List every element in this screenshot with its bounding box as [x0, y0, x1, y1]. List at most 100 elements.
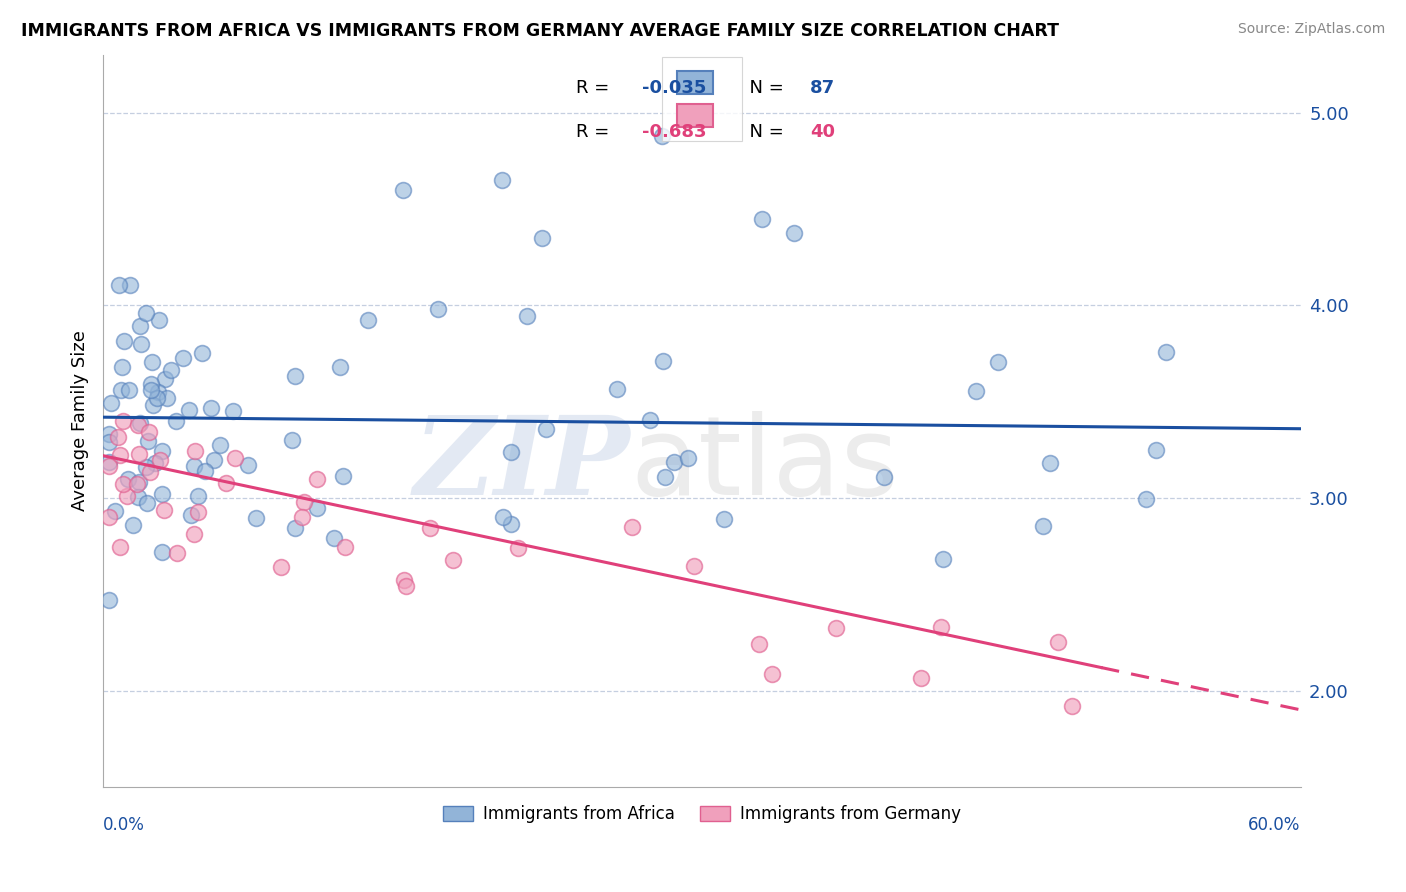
Point: [492, 510, 515, 524]
Point: [187, 489, 209, 503]
Point: [284, 368, 307, 383]
Point: [98, 593, 121, 607]
Point: [172, 351, 194, 365]
Point: [1039, 456, 1062, 470]
Point: [441, 553, 464, 567]
Point: [245, 511, 267, 525]
Point: [152, 487, 174, 501]
Point: [1154, 345, 1177, 359]
Point: [118, 383, 141, 397]
Point: [191, 346, 214, 360]
Text: IMMIGRANTS FROM AFRICA VS IMMIGRANTS FROM GERMANY AVERAGE FAMILY SIZE CORRELATIO: IMMIGRANTS FROM AFRICA VS IMMIGRANTS FRO…: [21, 22, 1059, 40]
Point: [117, 472, 139, 486]
Point: [100, 396, 122, 410]
Point: [165, 414, 187, 428]
Point: [108, 278, 131, 293]
Point: [103, 504, 125, 518]
Point: [187, 505, 209, 519]
Text: -0.035: -0.035: [643, 79, 706, 97]
Point: [270, 560, 292, 574]
Text: 60.0%: 60.0%: [1249, 816, 1301, 834]
Point: [143, 456, 166, 470]
Point: [357, 313, 380, 327]
Point: [676, 451, 699, 466]
Text: 87: 87: [810, 79, 835, 97]
Point: [392, 573, 415, 587]
Point: [148, 453, 170, 467]
Point: [508, 541, 530, 556]
Point: [98, 426, 121, 441]
Point: [499, 516, 522, 531]
Point: [654, 469, 676, 483]
Point: [138, 425, 160, 439]
Point: [1135, 491, 1157, 506]
Point: [664, 455, 686, 469]
Point: [873, 470, 896, 484]
Point: [208, 438, 231, 452]
Point: [112, 477, 135, 491]
Point: [148, 385, 170, 400]
Point: [136, 496, 159, 510]
Point: [638, 413, 661, 427]
Point: [127, 490, 149, 504]
Point: [127, 477, 149, 491]
Text: R =: R =: [576, 123, 616, 141]
Point: [112, 414, 135, 428]
Point: [122, 518, 145, 533]
Point: [98, 455, 121, 469]
Text: 40: 40: [810, 123, 835, 141]
Point: [965, 384, 987, 399]
Point: [391, 183, 413, 197]
Point: [200, 401, 222, 416]
Point: [1062, 698, 1084, 713]
Point: [620, 520, 643, 534]
Point: [224, 450, 246, 465]
Point: [1146, 442, 1168, 457]
Point: [183, 527, 205, 541]
Text: N =: N =: [738, 79, 789, 97]
Point: [292, 494, 315, 508]
Point: [987, 355, 1010, 369]
Point: [202, 453, 225, 467]
Point: [128, 447, 150, 461]
Point: [426, 301, 449, 316]
Point: [1047, 634, 1070, 648]
Point: [910, 671, 932, 685]
Point: [135, 306, 157, 320]
Point: [1032, 519, 1054, 533]
Point: [98, 435, 121, 450]
Point: [651, 353, 673, 368]
Point: [141, 376, 163, 391]
Point: [153, 503, 176, 517]
Point: [751, 211, 773, 226]
Point: [516, 309, 538, 323]
Point: [177, 402, 200, 417]
Point: [193, 464, 215, 478]
Text: -0.683: -0.683: [643, 123, 707, 141]
Point: [651, 128, 673, 143]
Text: Source: ZipAtlas.com: Source: ZipAtlas.com: [1237, 22, 1385, 37]
Point: [284, 521, 307, 535]
Point: [183, 458, 205, 473]
Y-axis label: Average Family Size: Average Family Size: [72, 331, 89, 511]
Point: [606, 382, 628, 396]
Point: [322, 531, 344, 545]
Point: [141, 383, 163, 397]
Point: [142, 398, 165, 412]
Point: [110, 383, 132, 397]
Point: [150, 545, 173, 559]
Point: [333, 541, 356, 555]
Point: [129, 416, 152, 430]
Point: [713, 512, 735, 526]
Point: [98, 458, 121, 473]
Point: [332, 469, 354, 483]
Text: ZIP: ZIP: [413, 411, 630, 518]
Point: [136, 434, 159, 448]
Point: [127, 417, 149, 432]
Point: [139, 465, 162, 479]
Point: [683, 559, 706, 574]
Point: [120, 277, 142, 292]
Point: [238, 458, 260, 472]
Point: [107, 430, 129, 444]
Point: [129, 318, 152, 333]
